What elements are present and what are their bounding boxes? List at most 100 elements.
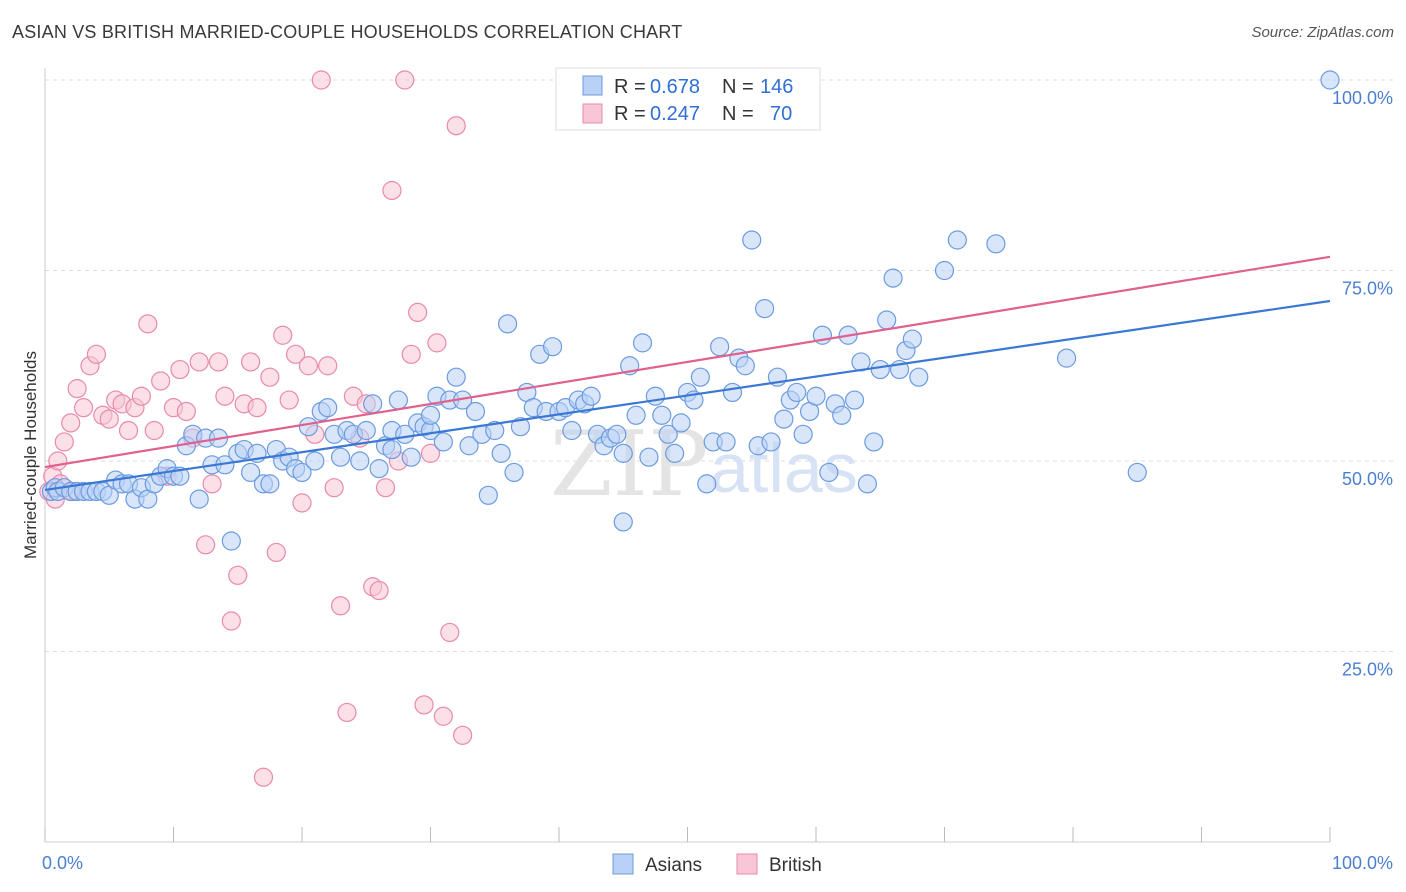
asians-point [542,337,563,357]
asians-point [645,386,665,406]
british-point [420,443,441,463]
asians-point [877,310,897,330]
british-point [48,451,68,471]
top-legend: R = 0.678 N = 146 R = 0.247 N = 70 [555,67,821,131]
y-tick-label: 25.0% [1342,660,1393,680]
british-point [318,356,338,376]
top-legend-r-label: R = [614,103,646,125]
british-point [61,413,81,433]
british-point [298,356,319,376]
asians-point [787,382,807,403]
asians-point [710,337,730,357]
top-legend-n-label: N = [722,103,754,125]
british-point [247,398,267,418]
source-credit: Source: ZipAtlas.com [1251,24,1394,41]
british-point [241,352,261,372]
asians-point [909,367,929,387]
x-tick-labels: 0.0% 100.0% [42,853,1393,873]
asians-point [221,531,241,551]
asians-point [986,234,1006,254]
british-point [273,325,293,345]
asians-point [478,485,498,505]
asians-point [774,409,794,429]
asians-point [350,451,370,471]
axes [44,68,1331,843]
legend-swatch-asians [612,853,634,875]
asians-point [459,436,479,456]
asians-point [1127,462,1147,483]
asians-point [369,459,389,479]
british-point [151,371,171,391]
asians-point [652,405,672,425]
asians-point [754,299,775,319]
asians-point [806,386,826,406]
asians-point [742,230,762,250]
top-legend-n-label: N = [722,76,754,98]
asians-point [510,417,531,437]
asians-point [382,439,402,460]
top-legend-n-value: 146 [760,76,793,98]
asians-point [883,268,903,288]
asians-point [292,462,312,483]
british-point [369,580,389,601]
british-point [324,478,344,498]
bottom-legend: Asians British [612,853,822,876]
british-point [118,420,139,441]
british-point [228,565,248,585]
top-legend-swatch-british [582,103,603,124]
asians-point [498,314,518,334]
asians-point [446,367,466,387]
british-point [446,116,466,136]
top-legend-r-value: 0.678 [650,76,700,98]
y-tick-label: 100.0% [1332,88,1393,108]
british-point [414,695,434,715]
asians-point [626,405,646,425]
asians-point [864,432,884,452]
british-point [311,70,331,90]
asians-point [420,405,441,425]
asians-point [902,329,922,349]
asians-point [761,432,781,452]
british-trend-line [44,255,1331,469]
asians-point [639,447,659,467]
legend-swatch-british [736,853,758,875]
british-point [73,398,94,418]
british-point [408,302,428,323]
asians-point [819,462,839,483]
british-point [330,596,351,616]
british-point [138,314,158,334]
british-point [67,379,87,399]
asians-point [658,424,678,444]
asians-point [735,356,755,376]
asians-trend-line [44,299,1331,492]
legend-label-british: British [769,855,822,876]
top-legend-n-value: 70 [770,103,792,125]
british-point [202,474,222,494]
asians-point [433,432,453,452]
british-point [337,702,357,723]
asians-point [241,462,261,483]
british-point [260,367,280,387]
asians-point [722,382,743,403]
asians-point [613,443,633,463]
british-point [285,344,306,364]
asians-point [665,443,685,463]
british-point [221,611,241,631]
british-point [427,333,447,353]
british-point [189,352,209,372]
y-axis-label: Married-couple Households [21,351,40,559]
asians-point [581,386,601,406]
british-point [382,180,402,201]
asians-point [318,398,338,418]
top-legend-r-label: R = [614,76,646,98]
asians-point [485,420,505,441]
y-tick-labels: 25.0% 50.0% 75.0% 100.0% [1332,88,1393,680]
british-point [440,622,460,643]
british-point [86,344,107,364]
asians-point [697,474,717,494]
asians-point [491,443,511,463]
asians-point [1056,348,1077,368]
british-point [433,706,453,726]
asians-point [870,359,890,380]
trend-lines [44,255,1331,492]
